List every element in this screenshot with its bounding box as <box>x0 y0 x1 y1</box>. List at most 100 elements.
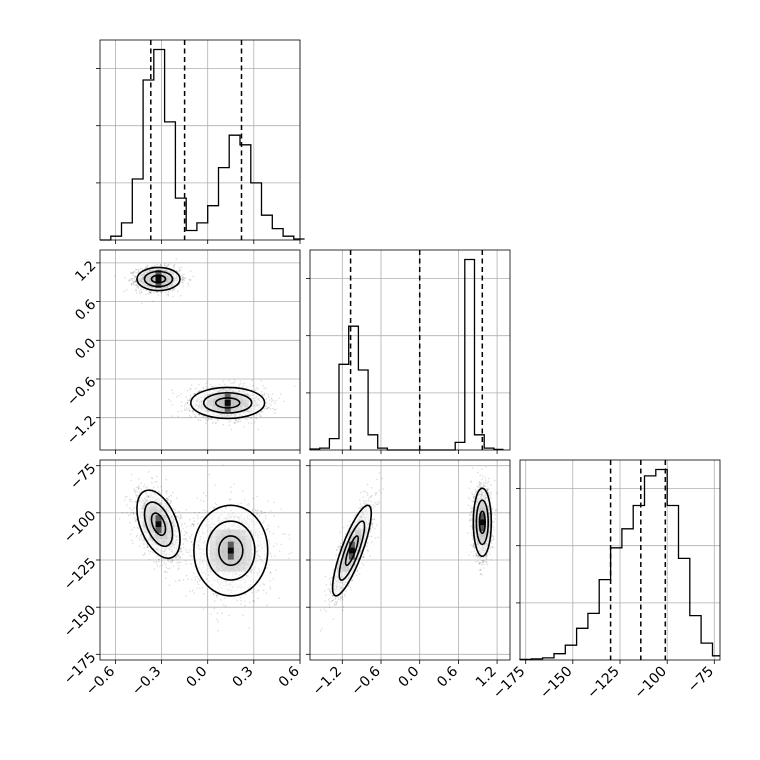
sample-point <box>182 527 184 530</box>
sample-point <box>147 550 150 552</box>
sample-point <box>270 400 273 403</box>
sample-point <box>180 410 183 412</box>
x-tick-label: −100 <box>632 664 671 703</box>
sample-point <box>189 409 191 412</box>
sample-point <box>151 290 153 293</box>
sample-point <box>133 507 135 509</box>
sample-point <box>137 285 140 288</box>
sample-point <box>183 279 185 282</box>
sample-point <box>134 271 136 273</box>
sample-point <box>135 518 137 520</box>
sample-point <box>234 419 237 421</box>
sample-point <box>138 545 141 547</box>
sample-point <box>247 416 249 419</box>
sample-point <box>161 560 163 562</box>
sample-point <box>237 421 240 423</box>
sample-point <box>185 396 187 398</box>
sample-point <box>235 419 237 422</box>
x-tick-label: −175 <box>490 664 529 703</box>
sample-point <box>175 556 178 559</box>
sample-point <box>153 568 156 570</box>
sample-point <box>183 534 186 536</box>
sample-point <box>136 490 138 493</box>
sample-point <box>293 385 296 387</box>
sample-point <box>273 412 276 415</box>
sample-point <box>175 258 178 260</box>
sample-point <box>159 263 162 266</box>
peak-bin <box>224 405 231 412</box>
sample-point <box>189 387 192 390</box>
sample-point <box>184 276 187 279</box>
sample-point <box>135 501 137 504</box>
sample-point <box>168 584 171 587</box>
sample-point <box>143 553 146 556</box>
sample-point <box>147 292 150 295</box>
sample-point <box>269 403 271 405</box>
sample-point <box>136 286 138 289</box>
sample-point <box>246 418 248 421</box>
sample-point <box>207 418 210 421</box>
sample-point <box>215 385 217 387</box>
sample-point <box>130 272 132 275</box>
sample-point <box>235 385 237 388</box>
sample-point <box>197 413 200 416</box>
sample-point <box>133 516 136 519</box>
sample-point <box>261 410 264 413</box>
sample-point <box>188 278 191 281</box>
sample-point <box>167 498 169 501</box>
sample-point <box>222 423 225 426</box>
sample-point <box>183 408 186 411</box>
sample-point <box>181 278 184 280</box>
sample-point <box>151 481 153 484</box>
sample-point <box>158 558 160 561</box>
sample-point <box>130 283 133 285</box>
sample-point <box>204 418 207 420</box>
sample-point <box>143 543 146 545</box>
sample-point <box>134 489 136 492</box>
sample-point <box>268 396 270 399</box>
sample-point <box>139 267 142 270</box>
sample-point <box>206 419 208 422</box>
sample-point <box>238 383 241 386</box>
sample-point <box>173 263 176 266</box>
sample-point <box>156 481 158 483</box>
sample-point <box>188 399 190 402</box>
sample-point <box>172 559 174 562</box>
sample-point <box>134 276 136 279</box>
sample-point <box>250 417 252 419</box>
sample-point <box>130 283 133 285</box>
sample-point <box>193 392 196 395</box>
sample-point <box>145 289 148 292</box>
sample-point <box>186 401 189 404</box>
sample-point <box>266 402 268 404</box>
sample-point <box>139 492 141 494</box>
sample-point <box>244 417 246 420</box>
sample-point <box>157 486 159 488</box>
sample-point <box>136 496 139 499</box>
sample-point <box>192 275 194 278</box>
sample-point <box>214 422 217 425</box>
sample-point <box>262 394 265 397</box>
sample-point <box>270 404 272 407</box>
sample-point <box>140 537 143 540</box>
sample-point <box>181 274 184 277</box>
density-panel-1-3: −0.6 −0.3 0.0 0.3 0.6−175−150−125−100−75 <box>61 459 303 699</box>
sample-point <box>169 502 172 504</box>
sample-point <box>114 275 116 278</box>
sample-point <box>202 415 205 417</box>
sample-point <box>146 546 149 549</box>
sample-point <box>167 568 169 570</box>
sample-point <box>135 500 137 503</box>
sample-point <box>217 418 220 421</box>
sample-point <box>157 560 160 563</box>
sample-point <box>211 422 214 425</box>
sample-point <box>192 411 194 413</box>
sample-point <box>180 530 183 532</box>
sample-point <box>182 538 185 540</box>
sample-point <box>190 541 193 543</box>
panel-body <box>114 258 296 431</box>
sample-point <box>131 277 134 280</box>
sample-point <box>262 384 264 387</box>
sample-point <box>166 571 168 574</box>
